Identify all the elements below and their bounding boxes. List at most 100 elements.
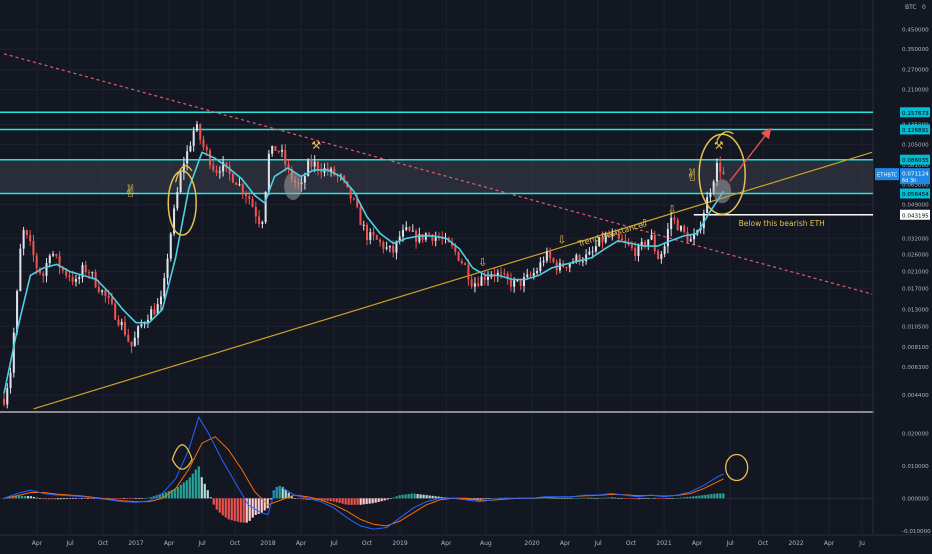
candle-body	[421, 234, 424, 240]
macd-hist-bar	[491, 497, 494, 499]
candle-body	[673, 217, 676, 220]
macd-hist-bar	[197, 466, 200, 499]
projection-arrow	[729, 127, 772, 182]
candle-body	[307, 160, 310, 177]
macd-signal-line[interactable]	[3, 436, 724, 527]
candle-body	[549, 251, 552, 259]
macd-hist-bar	[326, 498, 329, 501]
macd-hist-bar	[602, 497, 605, 499]
y-tick-label: 0.081000	[902, 163, 929, 169]
candle-body	[133, 337, 136, 347]
candle-body	[693, 234, 696, 240]
candle-body	[81, 264, 84, 278]
x-tick-label: Oct	[626, 540, 637, 547]
macd-hist-bar	[68, 498, 71, 499]
macd-hist-bar	[500, 497, 503, 499]
candle-body	[61, 267, 64, 271]
candle-body	[611, 233, 614, 237]
macd-hist-bar	[575, 498, 578, 499]
macd-hist-bar	[347, 498, 350, 505]
price-axis[interactable]	[874, 0, 932, 534]
macd-hist-bar	[416, 494, 419, 499]
macd-hist-bar	[605, 497, 608, 499]
candle-body	[254, 207, 257, 217]
macd-hist-bar	[305, 498, 308, 500]
macd-hist-bar	[665, 498, 668, 499]
macd-hist-bar	[581, 497, 584, 499]
macd-hist-bar	[32, 496, 35, 499]
macd-hist-bar	[683, 497, 686, 499]
descending-trendline[interactable]	[3, 53, 873, 295]
macd-hist-bar	[17, 496, 20, 499]
candle-body	[689, 239, 692, 242]
candle-body	[146, 319, 149, 323]
macd-hist-bar	[161, 493, 164, 499]
thumbs-up-icon: ✌	[124, 182, 138, 202]
y-tick-label: 0.032000	[902, 236, 929, 242]
macd-hist-bar	[488, 498, 491, 499]
macd-hist-bar	[611, 497, 614, 499]
x-tick-label: 2019	[392, 540, 407, 547]
y-tick-label: 0.008100	[902, 345, 929, 351]
macd-hist-bar	[332, 498, 335, 502]
support-label: 0.043195	[902, 213, 929, 219]
macd-hist-bar	[128, 498, 131, 499]
macd-hist-bar	[245, 498, 248, 523]
macd-line[interactable]	[3, 415, 724, 530]
candle-body	[156, 304, 159, 315]
current-price-box	[900, 168, 930, 185]
axis-unit: BTC	[905, 4, 917, 11]
macd-hist-bar	[269, 498, 272, 500]
candle-body	[271, 146, 274, 154]
y-tick-label: 0.049000	[902, 203, 929, 209]
candle-body	[55, 254, 58, 256]
macd-tick-label: 0.000000	[902, 496, 929, 502]
macd-hist-bar	[440, 496, 443, 499]
candle-body	[388, 245, 391, 248]
level-label: 0.056454	[902, 192, 929, 198]
level-label: 0.126891	[902, 128, 929, 134]
highlight-ellipse	[167, 170, 197, 236]
macd-hist-bar	[689, 496, 692, 499]
x-tick-label: Oct	[230, 540, 241, 547]
candle-body	[660, 254, 663, 260]
candle-body	[359, 207, 362, 226]
y-tick-label: 0.010500	[902, 324, 929, 330]
time-axis[interactable]	[0, 534, 932, 550]
macd-hist-bar	[350, 498, 353, 505]
y-tick-label: 0.063000	[902, 183, 929, 189]
candle-body	[16, 291, 19, 333]
x-tick-label: Jul	[329, 540, 338, 547]
ma-line[interactable]	[3, 151, 725, 394]
candle-body	[212, 165, 215, 171]
macd-hist-bar	[329, 498, 332, 502]
x-tick-label: Apr	[824, 540, 835, 547]
macd-hist-bar	[425, 495, 428, 499]
macd-hist-bar	[650, 498, 653, 499]
candle-body	[202, 139, 205, 147]
macd-hist-bar	[434, 496, 437, 499]
macd-hist-bar	[80, 498, 83, 499]
candle-body	[48, 255, 51, 264]
macd-hist-bar	[158, 494, 161, 499]
candle-body	[477, 283, 480, 286]
macd-hist-bar	[287, 492, 290, 499]
macd-highlight	[725, 453, 749, 482]
candle-body	[473, 283, 476, 287]
candle-body	[110, 297, 113, 304]
macd-tick-label: 0.020000	[902, 431, 929, 437]
x-tick-label: Aug	[480, 540, 492, 547]
candle-body	[303, 176, 306, 183]
candle-body	[107, 295, 110, 298]
candle-body	[330, 168, 333, 172]
candle-body	[199, 124, 202, 140]
trend-resistance-line[interactable]	[33, 151, 873, 410]
candle-body	[88, 272, 91, 274]
down-arrow-icon: ⇩	[557, 233, 566, 246]
candle-body	[565, 267, 568, 269]
macd-hist-bar	[617, 498, 620, 499]
candle-body	[614, 233, 617, 235]
macd-hist-bar	[674, 498, 677, 499]
